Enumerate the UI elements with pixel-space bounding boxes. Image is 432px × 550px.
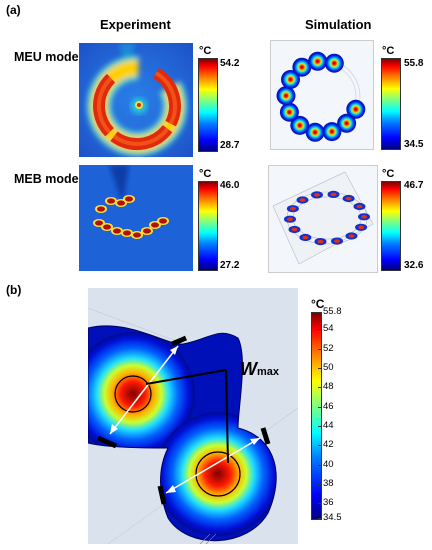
b-colorbar-tick-label: 54 bbox=[323, 323, 334, 335]
w-max-subscript: max bbox=[257, 366, 280, 378]
b-colorbar-tick-label: 36 bbox=[323, 497, 334, 509]
b-colorbar-tick-label: 38 bbox=[323, 478, 334, 490]
b-colorbar-tick-label: 34.5 bbox=[323, 512, 342, 523]
b-colorbar-unit: °C bbox=[311, 297, 325, 311]
b-colorbar-tick-label: 40 bbox=[323, 458, 334, 470]
b-colorbar-tick-label: 52 bbox=[323, 342, 334, 354]
meb-exp-hotspot bbox=[107, 198, 115, 204]
meu-sim-hotspot bbox=[322, 122, 342, 142]
meb-exp-hotspot bbox=[133, 232, 141, 238]
b-colorbar-tick-mark bbox=[318, 348, 321, 350]
meu-sim-hotspot bbox=[292, 57, 312, 77]
meu-exp-min: 28.7 bbox=[220, 140, 240, 151]
b-colorbar-tick-label: 55.8 bbox=[323, 306, 342, 317]
b-colorbar-tick-label: 50 bbox=[323, 362, 334, 374]
meb-sim-hotspot bbox=[348, 234, 355, 238]
meb-simulation-image bbox=[268, 165, 378, 273]
meb-exp-min: 27.2 bbox=[220, 260, 240, 271]
w-max-symbol: W bbox=[240, 359, 257, 379]
experiment-header: Experiment bbox=[100, 17, 171, 32]
meu-sim-hotspot bbox=[308, 51, 328, 71]
b-colorbar-tick-mark bbox=[318, 329, 321, 331]
meb-sim-hotspot bbox=[345, 196, 352, 201]
w-max-label: Wmax bbox=[240, 359, 279, 380]
b-colorbar-tick-mark bbox=[318, 518, 321, 519]
b-colorbar-tick-mark bbox=[318, 426, 321, 428]
panel-b-label: (b) bbox=[6, 283, 22, 297]
meb-sim-hotspot bbox=[317, 239, 324, 244]
meb-exp-hotspot bbox=[103, 224, 111, 230]
meb-exp-colorbar bbox=[198, 181, 218, 271]
meu-sim-hotspot bbox=[324, 53, 344, 73]
meu-sim-hotspot bbox=[337, 113, 357, 133]
meb-exp-hotspot bbox=[123, 230, 131, 236]
meb-sim-max: 46.7 bbox=[404, 180, 424, 191]
meb-sim-hotspot bbox=[287, 217, 293, 221]
meb-exp-hotspot bbox=[117, 200, 125, 206]
meb-sim-hotspot bbox=[291, 227, 298, 232]
meb-sim-hotspot bbox=[299, 198, 306, 202]
zoomed-simulation-image bbox=[88, 288, 298, 544]
meu-experiment-thermal-image bbox=[79, 43, 193, 157]
b-colorbar-tick-label: 48 bbox=[323, 381, 334, 393]
meu-sim-unit: °C bbox=[382, 45, 395, 57]
meb-sim-min: 32.6 bbox=[404, 260, 424, 271]
meb-mode-label: MEB mode bbox=[14, 172, 79, 186]
meu-sim-max: 55.8 bbox=[404, 58, 424, 69]
meb-exp-hotspot bbox=[143, 228, 151, 234]
meb-exp-hotspot bbox=[113, 228, 121, 234]
meu-exp-colorbar bbox=[198, 58, 218, 152]
b-colorbar-tick-mark bbox=[318, 503, 321, 505]
meb-exp-hotspot bbox=[95, 220, 103, 226]
meb-sim-unit: °C bbox=[382, 168, 395, 180]
meb-sim-hotspot bbox=[358, 225, 365, 230]
meu-sim-hotspot bbox=[281, 70, 300, 89]
meu-sim-hotspot bbox=[305, 122, 325, 142]
meu-sim-hotspot bbox=[290, 115, 310, 135]
meu-sim-hotspot bbox=[346, 99, 366, 119]
meb-sim-hotspot bbox=[289, 206, 296, 211]
meb-sim-hotspot bbox=[356, 204, 363, 209]
b-colorbar-tick-mark bbox=[318, 406, 321, 408]
b-colorbar-tick-mark bbox=[318, 445, 321, 447]
meb-sim-hotspot bbox=[314, 193, 320, 197]
meb-exp-max: 46.0 bbox=[220, 180, 240, 191]
meb-exp-hotspot bbox=[125, 196, 133, 202]
panel-a-label: (a) bbox=[6, 3, 21, 17]
meu-exp-max: 54.2 bbox=[220, 58, 240, 69]
meb-sim-hotspot bbox=[330, 192, 337, 197]
b-colorbar-tick-mark bbox=[318, 484, 321, 486]
meb-exp-unit: °C bbox=[199, 168, 212, 180]
meu-sim-hotspot bbox=[276, 86, 296, 106]
b-colorbar-tick-label: 42 bbox=[323, 439, 334, 451]
meu-simulation-image bbox=[270, 40, 374, 150]
meu-sim-min: 34.5 bbox=[404, 139, 424, 150]
meu-sim-colorbar bbox=[381, 58, 401, 150]
b-colorbar-tick-mark bbox=[318, 464, 321, 466]
meb-sim-colorbar bbox=[381, 181, 401, 271]
b-colorbar-tick-mark bbox=[318, 312, 321, 313]
meu-sim-hotspot bbox=[279, 102, 299, 122]
simulation-header: Simulation bbox=[305, 17, 372, 32]
meb-sim-hotspot bbox=[334, 239, 340, 243]
b-colorbar-tick-label: 44 bbox=[323, 420, 334, 432]
meb-exp-hotspot bbox=[97, 206, 105, 212]
meu-mode-label: MEU mode bbox=[14, 50, 79, 64]
b-colorbar-tick-mark bbox=[318, 387, 321, 389]
meb-sim-hotspot bbox=[302, 235, 309, 240]
b-colorbar bbox=[311, 312, 322, 520]
meb-experiment-thermal-image bbox=[79, 165, 193, 271]
meb-sim-hotspot bbox=[361, 215, 367, 219]
b-colorbar-tick-mark bbox=[318, 368, 321, 370]
b-colorbar-tick-label: 46 bbox=[323, 400, 334, 412]
meb-exp-hotspot bbox=[159, 218, 167, 224]
meu-exp-unit: °C bbox=[199, 45, 212, 57]
meb-exp-hotspot bbox=[151, 222, 159, 228]
